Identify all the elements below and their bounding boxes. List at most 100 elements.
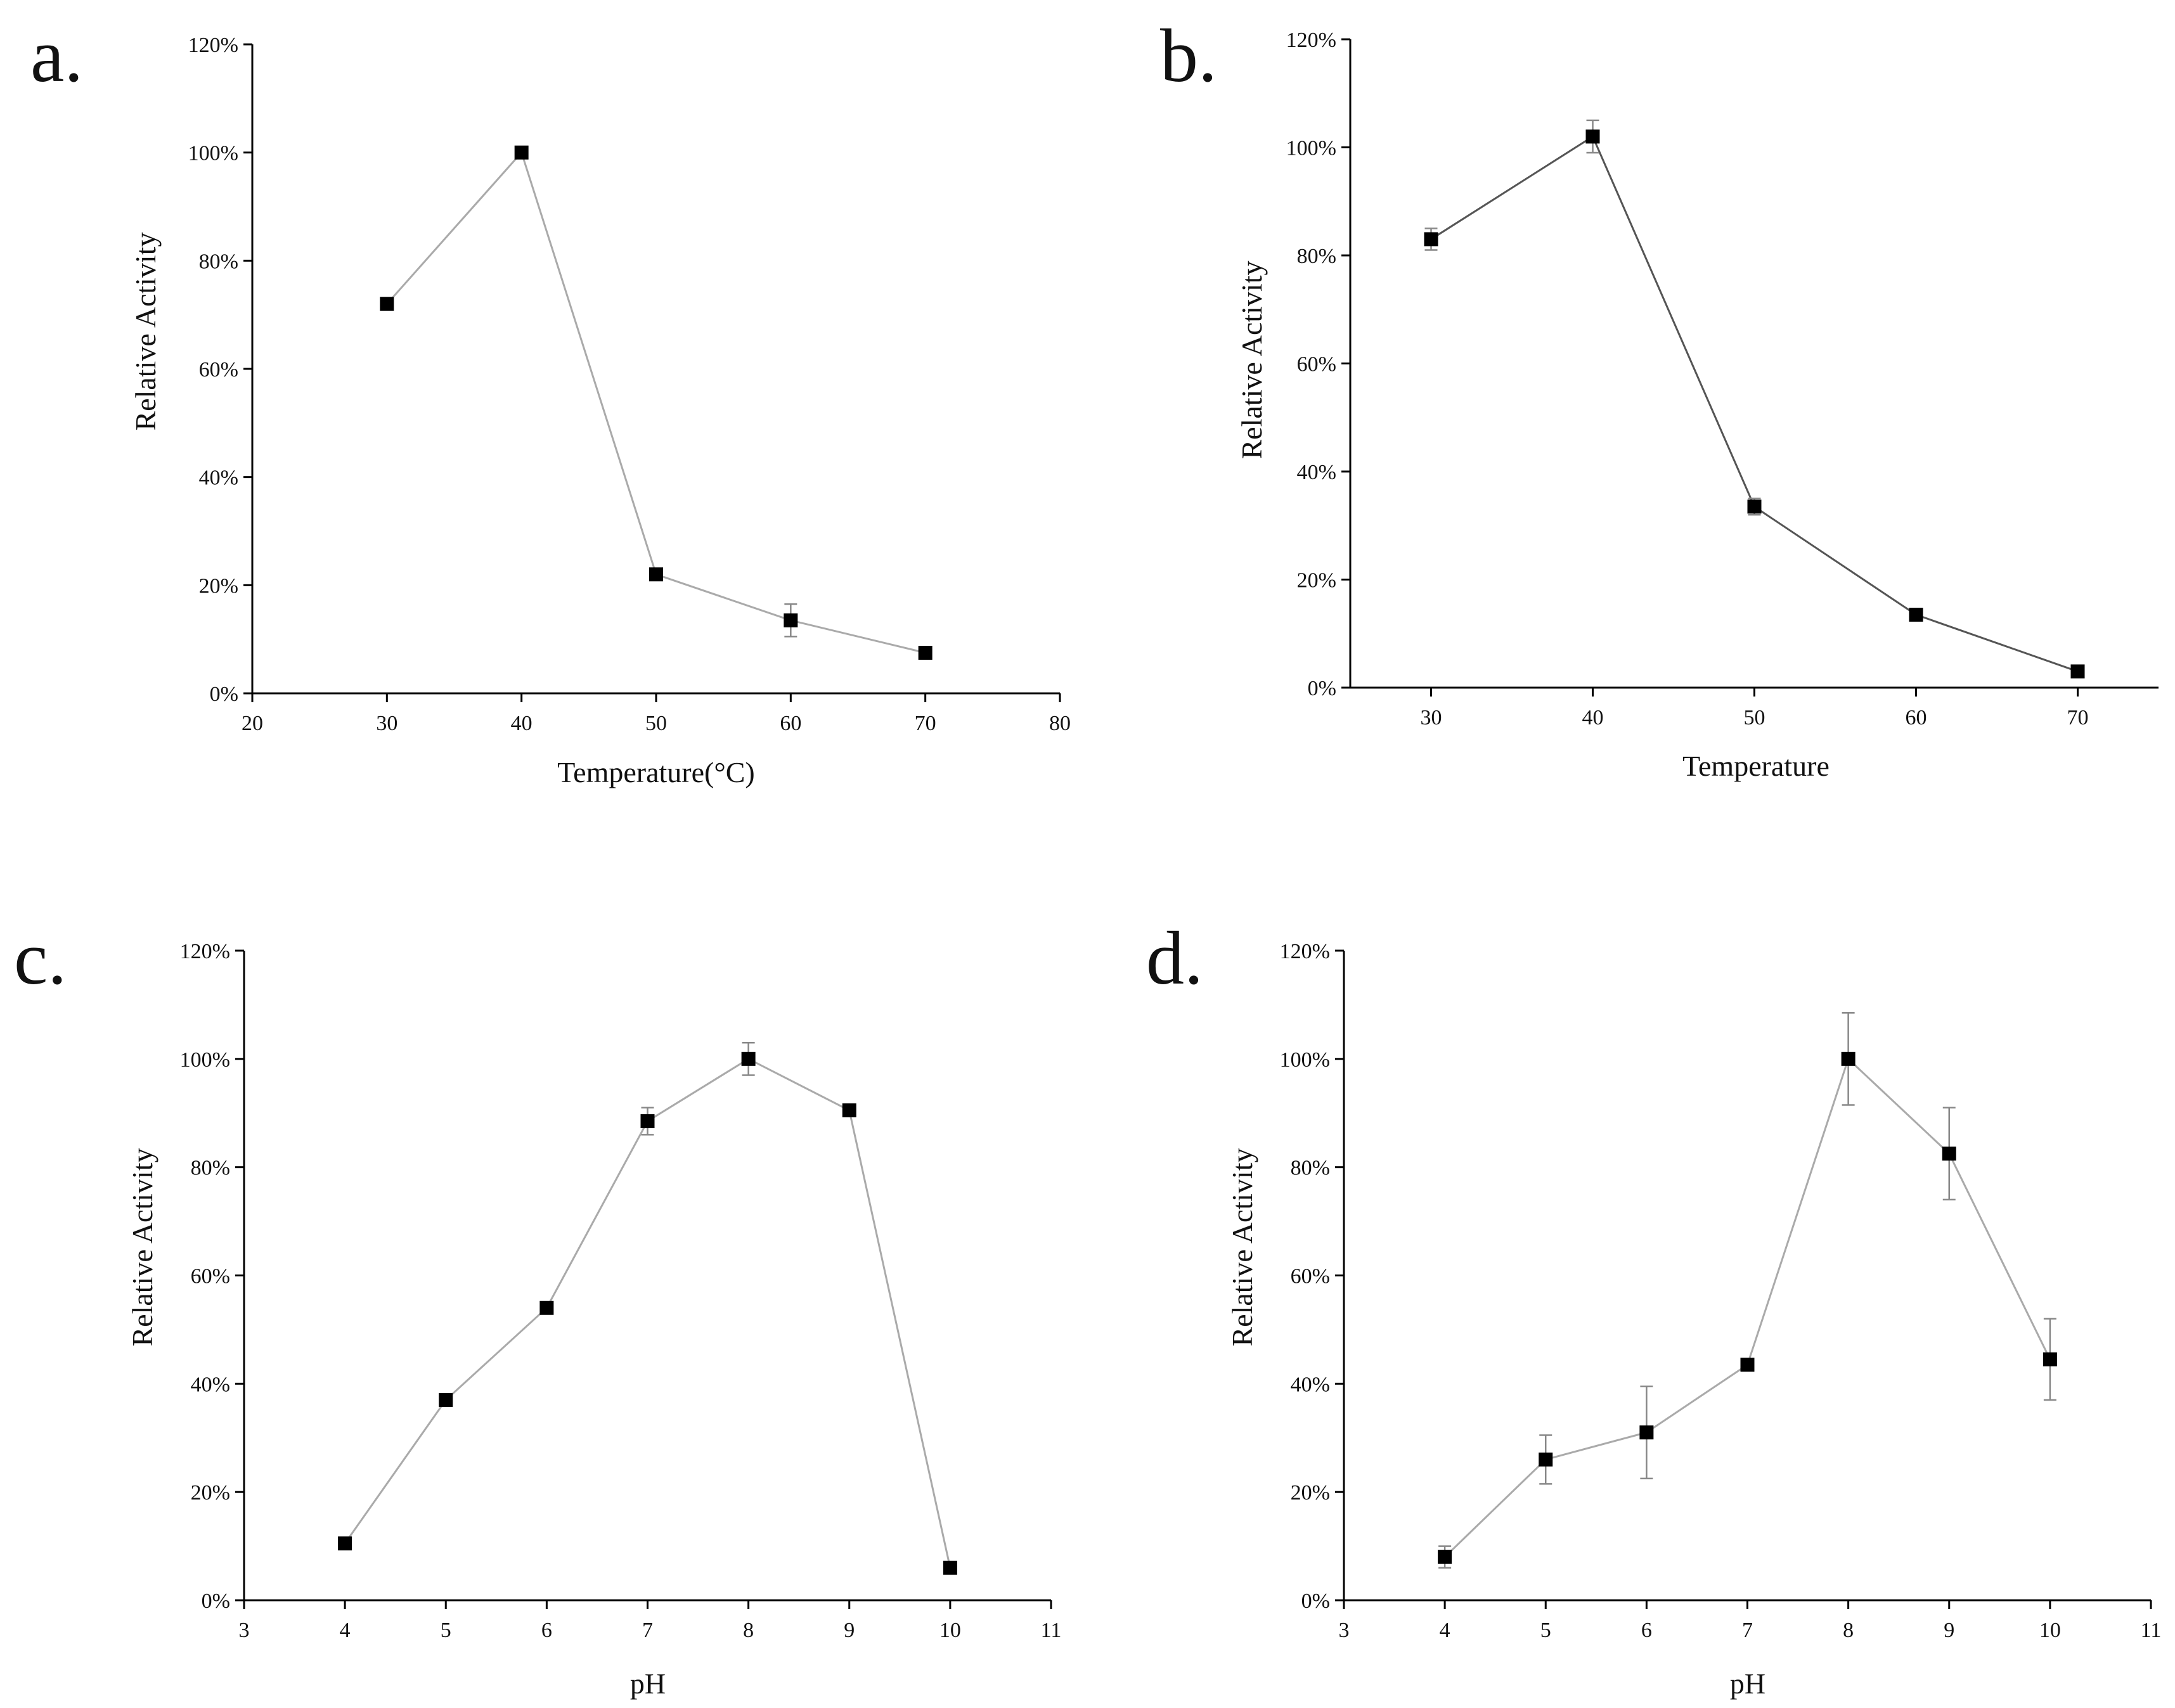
data-point	[539, 1300, 554, 1315]
data-point	[1740, 1358, 1755, 1372]
data-point	[2070, 664, 2085, 679]
x-tick-label: 40	[1582, 706, 1604, 729]
y-tick-label: 0%	[202, 1589, 230, 1613]
panel-label-a: a.	[30, 13, 83, 98]
data-point	[2043, 1352, 2057, 1366]
panel-label-c: c.	[14, 916, 67, 1000]
x-tick-label: 9	[844, 1619, 855, 1642]
data-point	[741, 1051, 756, 1066]
x-tick-label: 8	[1843, 1619, 1854, 1642]
chart-panel-c: c. pH Relative Activity 0% 20% 40% 60% 80% 10…	[14, 916, 1061, 1700]
data-point	[1438, 1550, 1452, 1564]
chart-panel-b: b. Temperature Relative Activity 0% 20% 40…	[1160, 13, 2159, 782]
data-point	[439, 1392, 453, 1407]
x-tick-label: 4	[340, 1619, 351, 1642]
data-point	[918, 646, 933, 660]
y-axis-title-b: Relative Activity	[1236, 261, 1268, 459]
chart-panel-a: a. Temperature(°C) Relative Activity 0%2…	[30, 13, 1071, 788]
x-axis-title-a: Temperature(°C)	[557, 756, 754, 788]
y-tick-label: 0%	[1301, 1589, 1330, 1613]
x-axis-title-b: Temperature	[1682, 750, 1830, 782]
chart-panel-d: d. pH Relative Activity 0% 20% 40% 60% 80% 10…	[1146, 916, 2161, 1700]
x-tick-label: 5	[1540, 1619, 1551, 1642]
x-tick-label: 3	[239, 1619, 250, 1642]
y-tick-label: 100%	[180, 1048, 230, 1072]
data-point	[1909, 607, 1923, 622]
y-tick-label: 20%	[1297, 569, 1336, 593]
y-tick-label: 20%	[199, 574, 238, 598]
y-tick-label: 60%	[1291, 1265, 1330, 1288]
y-tick-label: 40%	[1297, 461, 1336, 484]
y-tick-label: 60%	[1297, 353, 1336, 376]
x-tick-label: 8	[743, 1619, 754, 1642]
x-tick-label: 7	[642, 1619, 653, 1642]
plot-area-a: 0% 20% 40% 60% 80% 100% 120% 20 30 40 50 60 70 80	[188, 34, 1071, 735]
x-tick-label: 60	[1906, 706, 1927, 729]
data-point	[514, 145, 529, 160]
data-point	[1639, 1425, 1654, 1440]
data-point	[640, 1114, 655, 1129]
x-tick-label: 11	[1041, 1619, 1062, 1642]
x-tick-label: 20	[242, 712, 263, 735]
y-tick-label: 100%	[1280, 1048, 1330, 1072]
data-point	[784, 613, 798, 627]
y-tick-label: 120%	[1286, 29, 1336, 52]
y-tick-label: 80%	[1291, 1157, 1330, 1180]
x-tick-label: 70	[915, 712, 936, 735]
y-axis-title-a: Relative Activity	[129, 233, 162, 431]
data-point	[1747, 499, 1762, 514]
data-point	[338, 1536, 352, 1551]
y-tick-label: 80%	[1297, 245, 1336, 268]
x-tick-label: 6	[541, 1619, 552, 1642]
x-tick-label: 50	[645, 712, 667, 735]
x-tick-label: 11	[2141, 1619, 2162, 1642]
data-point	[1841, 1051, 1856, 1066]
x-tick-label: 10	[939, 1619, 961, 1642]
y-tick-label: 100%	[1286, 137, 1336, 160]
x-tick-label: 30	[1421, 706, 1442, 729]
panel-label-d: d.	[1146, 916, 1203, 1000]
x-tick-label: 70	[2067, 706, 2089, 729]
y-axis-title-c: Relative Activity	[126, 1148, 158, 1347]
plot-area-c: 0% 20% 40% 60% 80% 100% 120% 3 4 5 6 7 8 9 10 11	[180, 940, 1062, 1642]
x-tick-label: 40	[511, 712, 532, 735]
y-tick-label: 80%	[191, 1157, 230, 1180]
y-tick-label: 100%	[188, 142, 238, 165]
x-tick-label: 4	[1440, 1619, 1450, 1642]
x-tick-label: 10	[2039, 1619, 2061, 1642]
panel-label-b: b.	[1160, 13, 1217, 98]
data-point	[1539, 1452, 1553, 1467]
y-tick-label: 20%	[1291, 1481, 1330, 1505]
x-tick-label: 30	[376, 712, 397, 735]
y-tick-label: 0%	[210, 683, 238, 706]
data-point	[842, 1103, 856, 1117]
data-point	[649, 567, 663, 582]
x-tick-label: 7	[1742, 1619, 1753, 1642]
x-tick-label: 50	[1744, 706, 1765, 729]
x-tick-label: 60	[780, 712, 801, 735]
x-axis-title-d: pH	[1730, 1667, 1765, 1700]
x-axis-title-c: pH	[630, 1667, 666, 1700]
y-tick-label: 0%	[1308, 677, 1336, 700]
x-tick-label: 80	[1049, 712, 1071, 735]
x-tick-label: 9	[1944, 1619, 1954, 1642]
data-point	[380, 297, 394, 311]
x-tick-label: 5	[441, 1619, 451, 1642]
y-tick-label: 120%	[1280, 940, 1330, 963]
plot-area-b: 0% 20% 40% 60% 80% 100% 120% 30 40 50 60 70	[1286, 29, 2159, 729]
y-tick-label: 60%	[199, 358, 238, 382]
x-tick-label: 3	[1339, 1619, 1350, 1642]
x-tick-label: 6	[1641, 1619, 1652, 1642]
y-tick-label: 120%	[188, 34, 238, 57]
y-tick-label: 40%	[199, 466, 238, 490]
y-tick-label: 120%	[180, 940, 230, 963]
data-point	[1585, 129, 1600, 144]
data-point	[1424, 232, 1438, 247]
y-tick-label: 20%	[191, 1481, 230, 1505]
y-axis-title-d: Relative Activity	[1226, 1148, 1258, 1347]
plot-area-d: 0% 20% 40% 60% 80% 100% 120% 3 4 5 6 7 8 9 10 11	[1280, 940, 2162, 1642]
y-tick-label: 80%	[199, 250, 238, 273]
y-tick-label: 60%	[191, 1265, 230, 1288]
data-point	[943, 1560, 957, 1575]
